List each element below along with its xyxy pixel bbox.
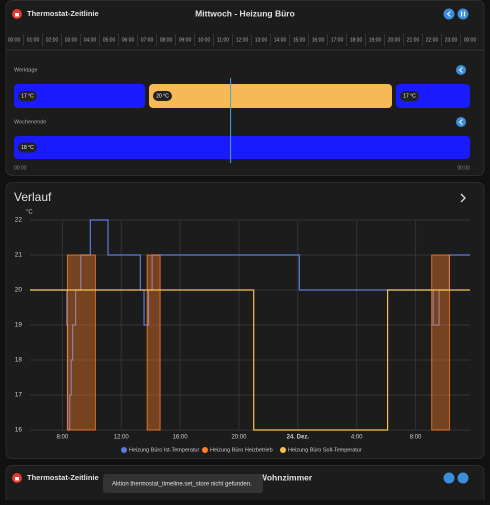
hour-label: 12:00 <box>236 37 249 43</box>
temp-label: 17 °C <box>21 93 34 99</box>
legend-label[interactable]: Heizung Büro Soll-Temperatur <box>288 447 362 453</box>
step-line <box>30 289 470 431</box>
legend-swatch <box>202 447 208 453</box>
back-glyph <box>446 11 451 17</box>
heating-area <box>431 254 450 431</box>
history-chart: °C 16 17 18 19 20 21 22 8:00 12:00 16:00 20:00 24. D… <box>15 210 470 453</box>
hour-label: 21:00 <box>407 37 420 43</box>
x-tick-label: 16:00 <box>173 435 189 441</box>
schedule-button-glyph <box>458 67 463 73</box>
y-tick-label: 22 <box>15 217 23 224</box>
legend-label[interactable]: Heizung Büro Ist-Temperatur <box>129 447 199 453</box>
schedule-button-glyph <box>458 119 463 125</box>
hour-label: 14:00 <box>274 37 287 43</box>
schedule-block[interactable] <box>14 136 470 159</box>
footer-label: 00:00 <box>457 165 470 171</box>
temp-pill <box>18 142 37 153</box>
hour-label: 15:00 <box>293 37 306 43</box>
hour-label: 16:00 <box>312 37 325 43</box>
x-tick-label: 8:00 <box>410 435 422 441</box>
hour-label: 23:00 <box>445 37 458 43</box>
x-tick-label: 4:00 <box>351 435 363 441</box>
schedule-label: Wochenende <box>14 119 46 125</box>
pause-glyph <box>460 11 466 17</box>
back-button[interactable] <box>443 8 455 20</box>
y-tick-label: 17 <box>15 392 23 399</box>
heating-area <box>66 254 96 431</box>
hour-label: 09:00 <box>179 37 192 43</box>
schedule-button[interactable] <box>456 65 466 75</box>
step-line <box>30 219 470 431</box>
temp-label: 17 °C <box>403 93 416 99</box>
toast <box>103 474 263 493</box>
heating-area <box>146 254 161 431</box>
y-tick-label: 19 <box>15 322 23 329</box>
y-tick-label: 20 <box>15 287 23 294</box>
hour-label: 13:00 <box>255 37 268 43</box>
temp-label: 18 °C <box>21 145 34 151</box>
card-title: Thermostat-Zeitlinie <box>27 473 99 482</box>
hour-label: 18:00 <box>350 37 363 43</box>
pause-button[interactable] <box>457 8 469 20</box>
footer-label: 00:00 <box>14 165 27 171</box>
legend-label[interactable]: Heizung Büro Heizbetrieb <box>210 447 273 453</box>
hour-label: 06:00 <box>122 37 135 43</box>
more-info-button[interactable] <box>460 193 466 203</box>
toast-text: Aktion thermostat_timeline.set_store nic… <box>112 482 252 488</box>
hour-label: 20:00 <box>388 37 401 43</box>
hour-label: 08:00 <box>160 37 173 43</box>
card-title: Verlauf <box>14 190 52 204</box>
legend-swatch <box>121 447 127 453</box>
pause-button[interactable] <box>457 472 469 484</box>
schedule-button[interactable] <box>456 117 466 127</box>
legend-swatch <box>280 447 286 453</box>
hour-label: 02:00 <box>46 37 59 43</box>
card-title: Thermostat-Zeitlinie <box>27 9 99 18</box>
hour-label: 05:00 <box>103 37 116 43</box>
hour-label: 11:00 <box>217 37 229 43</box>
hour-label: 19:00 <box>369 37 382 43</box>
schedule-block[interactable] <box>396 84 470 108</box>
hour-label: 22:00 <box>426 37 439 43</box>
y-tick-label: 18 <box>15 357 23 364</box>
schedule-block[interactable] <box>14 84 145 108</box>
timeline: 00:00 01:00 02:00 03:00 04:00 05:00 06:00 07:00… <box>8 34 477 171</box>
hour-label: 17:00 <box>331 37 344 43</box>
x-tick-label: 8:00 <box>57 435 69 441</box>
hour-label: 00:00 <box>464 37 477 43</box>
hour-label: 07:00 <box>141 37 154 43</box>
schedule-label: Werktage <box>14 67 37 73</box>
hour-label: 03:00 <box>65 37 78 43</box>
hour-label: 04:00 <box>84 37 97 43</box>
x-tick-label: 24. Dez. <box>287 435 310 441</box>
temp-pill <box>153 91 172 101</box>
y-tick-label: 21 <box>15 252 23 259</box>
card-heading: Mittwoch - Heizung Büro <box>195 8 295 18</box>
x-tick-label: 12:00 <box>114 435 130 441</box>
lock-glyph <box>15 13 19 17</box>
lock-glyph <box>15 477 19 481</box>
hour-label: 00:00 <box>8 37 21 43</box>
x-tick-label: 20:00 <box>231 435 247 441</box>
hour-label: 10:00 <box>198 37 211 43</box>
hour-label: 01:00 <box>27 37 40 43</box>
temp-pill <box>18 91 37 101</box>
temp-pill <box>400 91 419 101</box>
y-unit: °C <box>26 210 33 216</box>
back-button[interactable] <box>443 472 455 484</box>
schedule-block[interactable] <box>149 84 392 108</box>
y-tick-label: 16 <box>15 427 23 434</box>
history-card <box>5 182 485 459</box>
temp-label: 20 °C <box>156 93 169 99</box>
